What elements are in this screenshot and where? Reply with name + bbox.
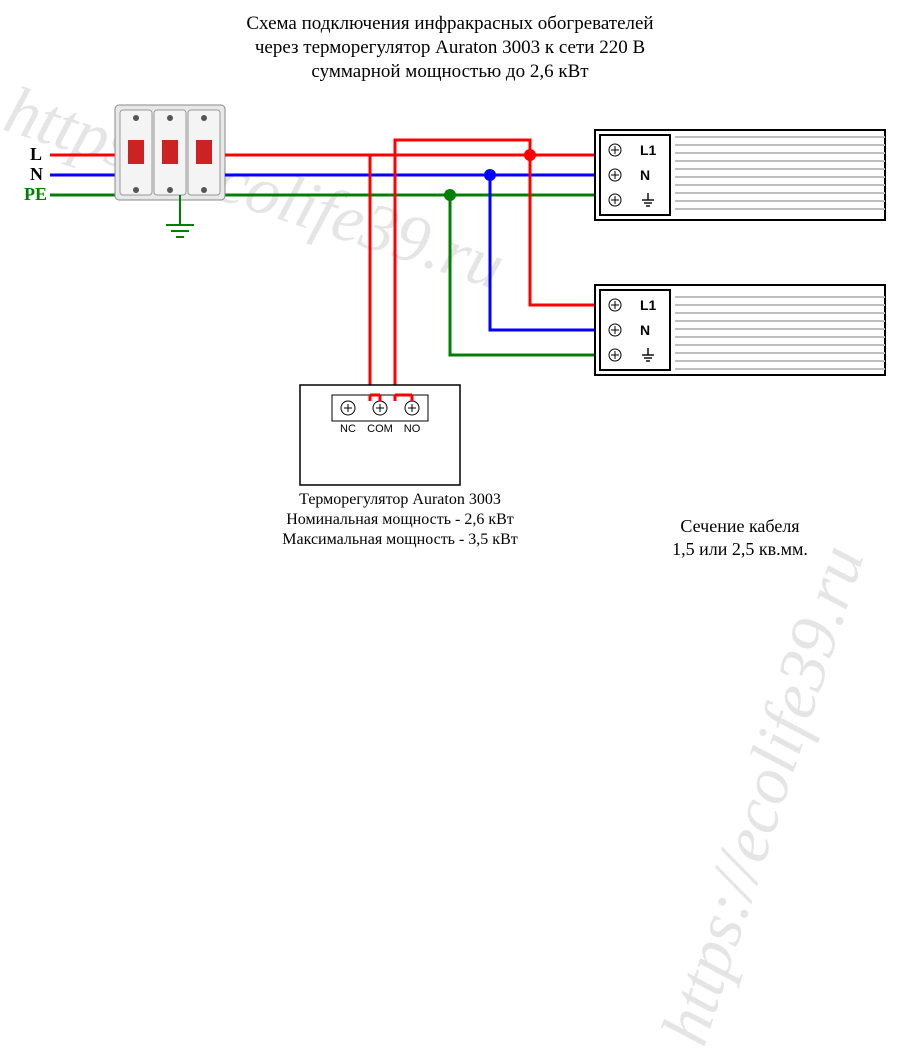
cable-line2: 1,5 или 2,5 кв.мм.	[672, 539, 808, 559]
thermo-term-NC: NC	[340, 423, 356, 435]
thermo-term-COM: COM	[367, 423, 393, 435]
thermo-term-NO: NO	[404, 423, 421, 435]
thermo-name: Терморегулятор Auraton 3003	[299, 491, 501, 508]
thermo-max: Максимальная мощность - 3,5 кВт	[282, 531, 518, 548]
thermo-nominal: Номинальная мощность - 2,6 кВт	[286, 511, 514, 528]
heater-2: L1 N	[595, 285, 885, 375]
heater1-term-N: N	[640, 167, 650, 183]
thermostat-caption: Терморегулятор Auraton 3003 Номинальная …	[240, 490, 560, 550]
heater2-term-N: N	[640, 322, 650, 338]
ground-symbol-icon	[166, 195, 194, 237]
cable-line1: Сечение кабеля	[680, 516, 799, 536]
heater-1: L1 N	[595, 130, 885, 220]
circuit-breaker-icon	[115, 105, 225, 200]
cable-section-note: Сечение кабеля 1,5 или 2,5 кв.мм.	[600, 515, 880, 560]
heater2-term-L1: L1	[640, 297, 657, 313]
wire-NO-to-split	[395, 140, 530, 400]
watermark-right: https://ecolife39.ru	[644, 536, 880, 1054]
heater1-term-L1: L1	[640, 142, 657, 158]
